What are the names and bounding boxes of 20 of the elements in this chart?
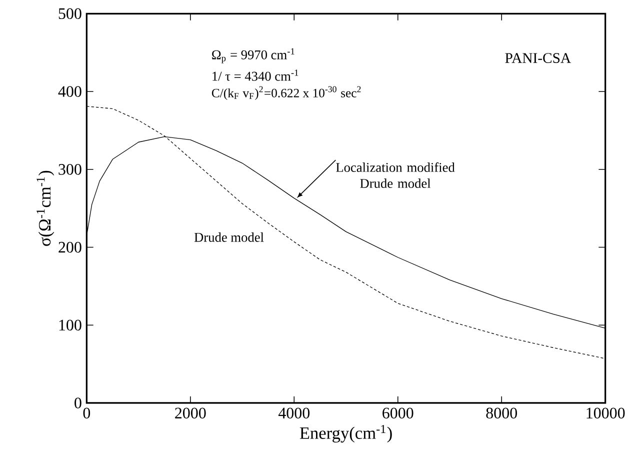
- annotation: Ω$_{p}$ = 9970 cm$^{-1}$: [212, 48, 294, 64]
- x-tick-label: 8000: [486, 408, 517, 418]
- annotation: 1/ τ = 4340 cm$^{-1}$: [212, 70, 298, 81]
- annotation: PANI-CSA: [505, 53, 571, 63]
- x-tick-label: 4000: [278, 408, 310, 418]
- y-axis-title: σ(Ω$^{-1}$cm$^{-1}$): [36, 170, 54, 246]
- x-tick-label: 10000: [586, 408, 625, 418]
- y-tick-label: 0: [74, 398, 82, 408]
- y-tick-label: 200: [58, 242, 82, 253]
- x-tick-label: 0: [83, 408, 90, 418]
- series-label: Drude model: [194, 232, 264, 242]
- x-tick-label: 6000: [382, 408, 414, 418]
- text: C/(k$_{F}$ v$_{F}$)$^{2}$=0.622 x 10$^{-30}$ sec$^{2}$: [212, 86, 361, 100]
- y-tick-label: 500: [58, 8, 82, 20]
- text: Localization modified Drude model: [336, 162, 455, 188]
- y-tick-label: 100: [59, 320, 82, 331]
- x-tick-label: 2000: [175, 408, 206, 418]
- y-tick-label: 400: [58, 86, 82, 97]
- y-tick-label: 300: [58, 164, 82, 175]
- x-axis-title: Energy(cm$^{-1}$): [300, 424, 392, 443]
